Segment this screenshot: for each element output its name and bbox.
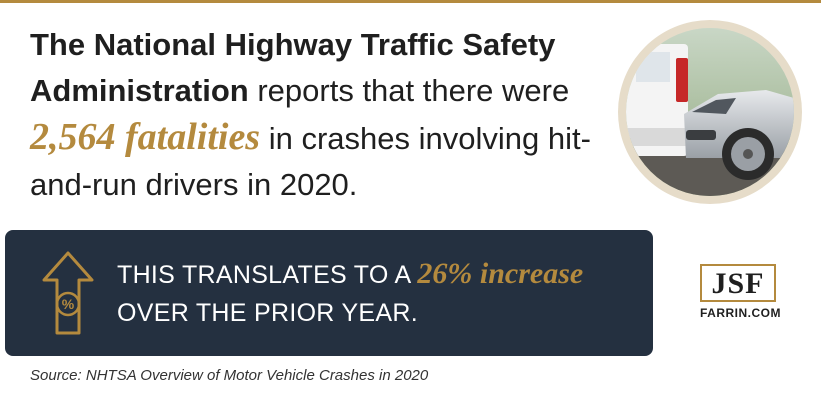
headline-text-1: reports that there were bbox=[248, 73, 570, 108]
crash-photo bbox=[626, 28, 794, 196]
car-crash-photo bbox=[626, 28, 794, 196]
logo-site: FARRIN.COM bbox=[700, 306, 781, 320]
headline: The National Highway Traffic Safety Admi… bbox=[30, 22, 610, 208]
banner-text-2: OVER THE PRIOR YEAR. bbox=[117, 299, 418, 327]
banner-text: THIS TRANSLATES TO A 26% increase OVER T… bbox=[117, 255, 637, 332]
source-citation: Source: NHTSA Overview of Motor Vehicle … bbox=[30, 367, 429, 384]
banner-increase: 26% increase bbox=[417, 257, 584, 290]
banner-text-1: THIS TRANSLATES TO A bbox=[117, 261, 418, 289]
percent-up-arrow-icon: % bbox=[42, 251, 94, 335]
jsf-logo[interactable]: JSF FARRIN.COM bbox=[700, 264, 781, 324]
headline-text-2: in crashes involving hit-and-run drivers… bbox=[30, 121, 591, 202]
svg-text:%: % bbox=[62, 296, 75, 312]
headline-fatalities: 2,564 fatalities bbox=[30, 116, 261, 158]
crash-photo-frame bbox=[618, 20, 802, 204]
increase-banner: % THIS TRANSLATES TO A 26% increase OVER… bbox=[5, 230, 653, 356]
logo-initials: JSF bbox=[700, 264, 776, 302]
headline-agency: The National Highway Traffic Safety Admi… bbox=[30, 27, 556, 108]
top-gold-rule bbox=[0, 0, 821, 3]
